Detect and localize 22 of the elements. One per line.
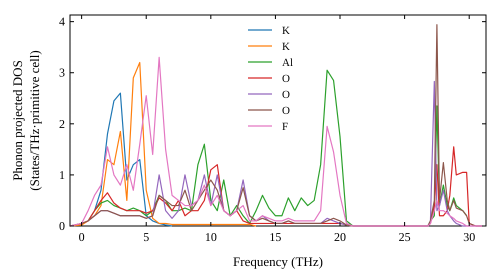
x-tick-label: 30 xyxy=(463,230,476,244)
y-tick-label: 3 xyxy=(59,66,65,80)
x-tick-label: 0 xyxy=(78,230,85,244)
legend-label: Al xyxy=(282,57,293,69)
x-tick-label: 20 xyxy=(334,230,346,244)
legend-label: K xyxy=(282,25,290,37)
x-tick-label: 10 xyxy=(204,230,217,244)
legend-label: O xyxy=(282,89,290,101)
y-tick-label: 1 xyxy=(59,168,65,182)
x-tick-label: 25 xyxy=(398,230,411,244)
y-tick-label: 0 xyxy=(59,219,65,233)
x-tick-label: 15 xyxy=(269,230,282,244)
legend-label: F xyxy=(282,121,288,133)
y-tick-label: 2 xyxy=(59,116,65,131)
y-tick-label: 4 xyxy=(59,14,65,29)
line-series xyxy=(94,92,173,227)
y-axis-title: Phonon projected DOS (States/THz·primitive cell) xyxy=(10,50,42,191)
x-tick-label: 5 xyxy=(143,230,150,244)
legend-label: O xyxy=(282,73,290,85)
x-axis-title: Frequency (THz) xyxy=(233,254,323,269)
legend-label: O xyxy=(282,105,290,117)
legend-label: K xyxy=(282,41,290,53)
